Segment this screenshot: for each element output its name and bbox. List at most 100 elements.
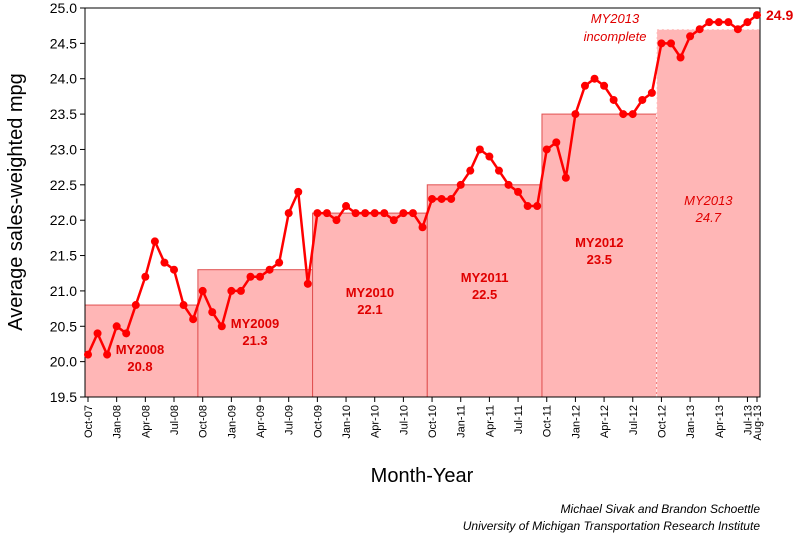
bar-my2008 xyxy=(84,304,199,398)
y-tick-label: 22.5 xyxy=(50,177,77,193)
y-tick-label: 19.5 xyxy=(50,389,77,405)
data-point xyxy=(418,223,427,232)
data-point xyxy=(389,216,398,225)
data-point xyxy=(447,194,456,203)
data-point xyxy=(724,18,733,27)
y-tick-label: 20.0 xyxy=(50,354,77,370)
data-point xyxy=(380,209,389,218)
data-point xyxy=(542,145,551,154)
data-point xyxy=(284,209,293,218)
x-tick-label: Jul-10 xyxy=(398,405,410,435)
y-tick-label: 21.5 xyxy=(50,248,77,264)
bar-label-name: MY2010 xyxy=(346,285,394,300)
data-point xyxy=(112,322,121,331)
data-point xyxy=(399,209,408,218)
y-tick-label: 23.0 xyxy=(50,141,77,157)
data-point xyxy=(265,265,274,274)
data-point xyxy=(743,18,752,27)
data-point xyxy=(93,329,102,338)
incomplete-note-line2: incomplete xyxy=(584,29,647,44)
data-point xyxy=(494,166,503,175)
data-point xyxy=(103,350,112,359)
data-point xyxy=(514,187,523,196)
data-point xyxy=(714,18,723,27)
data-point xyxy=(475,145,484,154)
data-point xyxy=(695,25,704,34)
data-point xyxy=(580,81,589,90)
data-point xyxy=(561,173,570,182)
data-point xyxy=(256,272,265,281)
data-point xyxy=(600,81,609,90)
y-tick-label: 23.5 xyxy=(50,106,77,122)
data-point xyxy=(686,32,695,41)
x-tick-label: Oct-12 xyxy=(656,405,668,438)
credit-institute: University of Michigan Transportation Re… xyxy=(463,519,761,533)
data-point xyxy=(189,315,198,324)
x-tick-label: Oct-11 xyxy=(542,405,554,437)
bar-label-name: MY2008 xyxy=(116,342,164,357)
x-tick-label: Jan-13 xyxy=(685,405,697,439)
x-tick-label: Apr-12 xyxy=(599,405,611,438)
x-tick-label: Apr-13 xyxy=(714,405,726,438)
data-point xyxy=(647,88,656,97)
x-tick-label: Jul-09 xyxy=(284,405,296,435)
data-point xyxy=(303,279,312,288)
bar-my2013 xyxy=(656,29,760,398)
data-point xyxy=(590,74,599,83)
y-tick-label: 22.0 xyxy=(50,212,77,228)
data-point xyxy=(322,209,331,218)
x-tick-label: Jan-12 xyxy=(570,405,582,439)
x-tick-label: Jan-09 xyxy=(226,405,238,439)
x-tick-label: Jul-12 xyxy=(628,405,640,435)
data-point xyxy=(131,301,140,310)
data-point xyxy=(609,95,618,104)
data-point xyxy=(122,329,131,338)
plot-frame xyxy=(84,7,761,398)
x-tick-label: Jul-13 xyxy=(742,405,754,435)
data-point xyxy=(456,180,465,189)
data-point xyxy=(523,202,532,211)
data-point xyxy=(705,18,714,27)
x-tick-label: Oct-10 xyxy=(427,405,439,438)
data-point xyxy=(342,202,351,211)
x-tick-label: Jan-10 xyxy=(341,405,353,439)
x-axis-label: Month-Year xyxy=(371,465,474,487)
data-point xyxy=(676,53,685,62)
data-point xyxy=(246,272,255,281)
data-point xyxy=(198,286,207,295)
x-tick-label: Jan-11 xyxy=(456,405,468,438)
bar-label-name: MY2013 xyxy=(684,193,733,208)
x-tick-label: Oct-09 xyxy=(312,405,324,438)
x-tick-label: Apr-10 xyxy=(370,405,382,438)
y-tick-label: 24.5 xyxy=(50,35,77,51)
data-point xyxy=(485,152,494,161)
last-value-label: 24.9 xyxy=(766,7,793,23)
data-point xyxy=(408,209,417,218)
data-point xyxy=(217,322,226,331)
x-tick-label: Oct-08 xyxy=(198,405,210,438)
bar-label-value: 21.3 xyxy=(242,333,267,348)
bar-incomplete-outline xyxy=(656,28,760,397)
x-tick-label: Jul-08 xyxy=(169,405,181,435)
incomplete-note-line1: MY2013 xyxy=(591,11,640,26)
bar-label-name: MY2011 xyxy=(461,270,509,285)
data-point xyxy=(533,202,542,211)
x-tick-label: Jan-08 xyxy=(112,405,124,439)
credit-authors: Michael Sivak and Brandon Schoettle xyxy=(561,502,761,516)
data-point xyxy=(571,110,580,119)
data-point xyxy=(638,95,647,104)
data-point xyxy=(208,308,217,317)
data-point xyxy=(160,258,169,267)
y-tick-label: 24.0 xyxy=(50,71,77,87)
y-axis-label: Average sales-weighted mpg xyxy=(5,73,27,331)
data-point xyxy=(275,258,284,267)
data-point xyxy=(657,39,666,48)
data-point xyxy=(552,138,561,147)
data-point xyxy=(227,286,236,295)
data-point xyxy=(141,272,150,281)
y-tick-label: 25.0 xyxy=(50,0,77,16)
bar-label-value: 22.1 xyxy=(357,302,382,317)
data-point xyxy=(294,187,303,196)
x-tick-label: Aug-13 xyxy=(752,405,764,440)
